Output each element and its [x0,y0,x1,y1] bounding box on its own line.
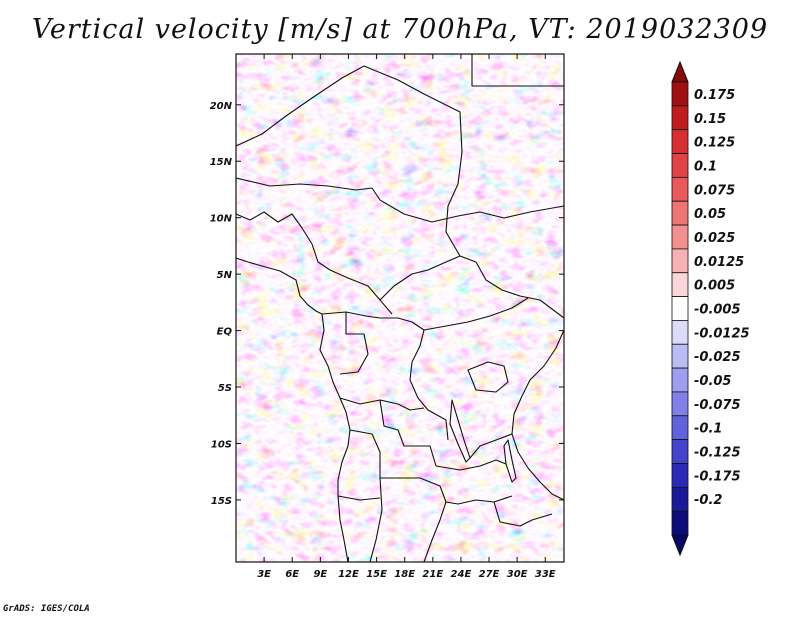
lat-tick-label: EQ [217,327,233,338]
colorbar-label: 0.05 [694,207,726,222]
lon-tick-label: 18E [394,569,415,580]
lon-tick-label: 33E [535,569,556,580]
colorbar: 0.175 0.15 0.125 0.1 0.075 0.05 0.025 0.0125 0.0… [671,60,750,557]
colorbar-label: 0.125 [694,136,735,151]
lon-tick-label: 3E [257,569,271,580]
colorbar-label: 0.0125 [694,255,744,270]
colorbar-swatch [671,153,689,178]
colorbar-swatch [671,200,689,226]
colorbar-label: -0.1 [694,422,722,437]
latitude-axis: 20N 15N 10N 5N EQ 5S 10S 15S [210,101,564,507]
lon-tick-label: 9E [313,569,327,580]
lat-tick-label: 5N [217,270,233,281]
longitude-axis: 3E 6E 9E 12E 15E 18E 21E 24E 27E 30E 33E [257,54,556,580]
colorbar-swatch [671,248,689,274]
colorbar-swatch [671,486,689,512]
map-frame [235,53,565,563]
lat-tick-label: 15S [211,496,232,507]
colorbar-top-arrow [671,60,689,83]
credit-text: GrADS: IGES/COLA [3,604,90,614]
lon-tick-label: 30E [507,569,528,580]
colorbar-swatch [671,510,689,536]
colorbar-swatch [671,391,689,417]
colorbar-swatch [671,439,689,464]
lat-tick-label: 5S [218,383,232,394]
colorbar-swatch [671,343,689,369]
lon-tick-label: 27E [479,569,500,580]
colorbar-label: 0.15 [694,112,726,127]
colorbar-swatch [671,320,689,345]
colorbar-label: -0.125 [694,446,741,461]
colorbar-swatch [671,415,689,441]
colorbar-label: 0.1 [694,159,717,174]
lat-tick-label: 10S [211,439,232,450]
colorbar-label: -0.025 [694,350,741,365]
colorbar-swatch [671,176,689,202]
lat-tick-label: 10N [210,214,233,225]
coastlines-and-borders [236,54,564,562]
colorbar-label: -0.005 [694,303,741,318]
lon-tick-label: 6E [285,569,299,580]
lat-tick-label: 15N [210,157,233,168]
map-title: Vertical velocity [m/s] at 700hPa, VT: 2… [31,14,769,45]
colorbar-swatch [671,224,689,250]
colorbar-label: -0.05 [694,374,731,389]
lon-tick-label: 24E [451,569,472,580]
colorbar-swatch [671,367,689,393]
colorbar-swatch [671,129,689,154]
colorbar-label: 0.005 [694,279,735,294]
colorbar-swatch [671,296,689,321]
lon-tick-label: 15E [366,569,387,580]
map-plot-area [235,53,565,563]
colorbar-swatch [671,463,689,488]
colorbar-label: 0.025 [694,231,735,246]
colorbar-bottom-arrow [671,534,689,557]
lon-tick-label: 12E [338,569,359,580]
colorbar-label: 0.075 [694,183,735,198]
colorbar-label: -0.175 [694,469,741,484]
colorbar-swatch [671,272,689,297]
colorbar-label: -0.075 [694,398,741,413]
lat-tick-label: 20N [210,101,233,112]
colorbar-label: -0.2 [694,493,722,508]
lon-tick-label: 21E [422,569,443,580]
colorbar-swatch [671,105,689,131]
colorbar-swatch [671,81,689,107]
colorbar-label: 0.175 [694,88,735,103]
colorbar-label: -0.0125 [694,326,750,341]
